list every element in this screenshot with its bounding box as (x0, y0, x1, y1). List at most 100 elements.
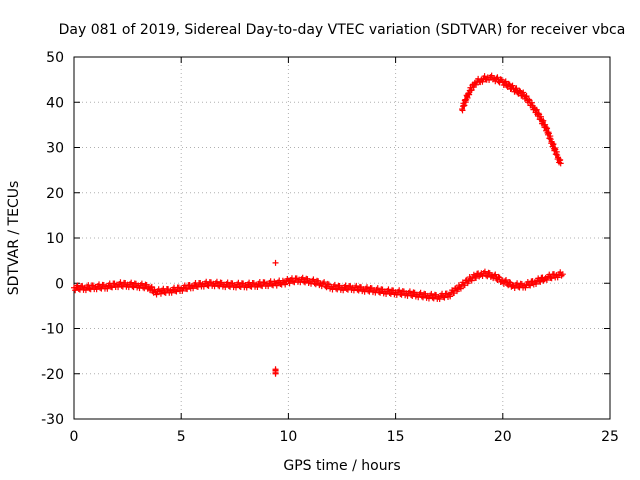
data-point (272, 259, 279, 266)
x-tick-label: 20 (494, 429, 512, 445)
data-point (525, 96, 532, 103)
data-point (527, 282, 534, 289)
x-axis-label: GPS time / hours (283, 458, 400, 474)
data-point (428, 290, 435, 297)
data-point (406, 288, 413, 295)
data-point (447, 293, 454, 300)
data-point (138, 280, 145, 287)
y-tick-label: 0 (55, 276, 64, 292)
data-point (494, 74, 501, 81)
y-tick-label: -10 (41, 322, 64, 338)
data-point (147, 284, 154, 291)
y-tick-label: 40 (46, 95, 64, 111)
data-point (396, 287, 403, 294)
data-point (507, 279, 514, 286)
data-point (272, 370, 279, 377)
y-axis-label: SDTVAR / TECUs (6, 181, 22, 296)
data-point (501, 79, 508, 86)
data-point (548, 275, 555, 282)
data-point (509, 82, 516, 89)
data-point (353, 282, 360, 289)
data-point (492, 271, 499, 278)
data-point (254, 283, 261, 290)
data-point (523, 93, 530, 100)
data-point (417, 289, 424, 296)
data-point (481, 73, 488, 80)
x-tick-label: 15 (387, 429, 405, 445)
data-point (168, 289, 175, 296)
y-tick-label: 30 (46, 141, 64, 157)
data-point (282, 281, 289, 288)
data-point (486, 77, 493, 84)
chart-title: Day 081 of 2019, Sidereal Day-to-day VTE… (59, 22, 626, 38)
data-point (522, 284, 529, 291)
data-point (331, 281, 338, 288)
data-point (528, 99, 535, 106)
data-point (97, 284, 104, 291)
x-tick-label: 5 (177, 429, 186, 445)
data-point (441, 294, 448, 301)
x-tick-label: 10 (279, 429, 297, 445)
data-point (468, 277, 475, 284)
data-point (479, 78, 486, 85)
y-tick-label: -20 (41, 367, 64, 383)
data-point (204, 282, 211, 289)
y-tick-label: 10 (46, 231, 64, 247)
data-point (128, 279, 135, 286)
data-point (268, 281, 275, 288)
data-point (457, 285, 464, 292)
data-point (324, 280, 331, 287)
grid-lines (74, 57, 610, 419)
data-point (224, 279, 231, 286)
data-point (265, 283, 272, 290)
data-point (506, 278, 513, 285)
data-point (481, 268, 488, 275)
data-point (141, 285, 148, 292)
data-point (419, 294, 426, 301)
data-point (495, 273, 502, 280)
data-point (475, 75, 482, 82)
data-point (505, 80, 512, 87)
data-point (312, 281, 319, 288)
data-point (543, 276, 550, 283)
data-point (321, 279, 328, 286)
data-point (537, 278, 544, 285)
data-point (247, 283, 254, 290)
y-tick-label: 50 (46, 50, 64, 66)
data-point (503, 277, 510, 284)
data-point (374, 285, 381, 292)
data-point (436, 296, 443, 303)
data-points (71, 72, 566, 377)
data-point (535, 275, 542, 282)
data-point (286, 280, 293, 287)
data-point (385, 286, 392, 293)
data-point (473, 275, 479, 282)
data-point (299, 274, 306, 281)
data-point (93, 286, 100, 293)
data-point (520, 89, 527, 96)
data-point (473, 81, 479, 88)
data-point (516, 87, 523, 94)
data-point (554, 274, 561, 281)
data-point (157, 290, 164, 297)
data-point (491, 272, 498, 279)
data-point (179, 287, 186, 294)
data-point (273, 282, 280, 289)
data-point (104, 285, 111, 292)
data-point (512, 86, 519, 93)
data-point (470, 271, 477, 278)
data-point (82, 287, 89, 294)
x-tick-label: 0 (70, 429, 79, 445)
data-point (243, 284, 250, 291)
data-point (148, 283, 155, 290)
y-tick-label: 20 (46, 186, 64, 202)
data-point (355, 287, 362, 294)
data-point (496, 274, 503, 281)
data-point (310, 276, 317, 283)
data-point (517, 88, 524, 95)
data-point (190, 285, 197, 292)
data-point (213, 278, 220, 285)
data-point (466, 91, 473, 98)
data-point (524, 278, 531, 285)
